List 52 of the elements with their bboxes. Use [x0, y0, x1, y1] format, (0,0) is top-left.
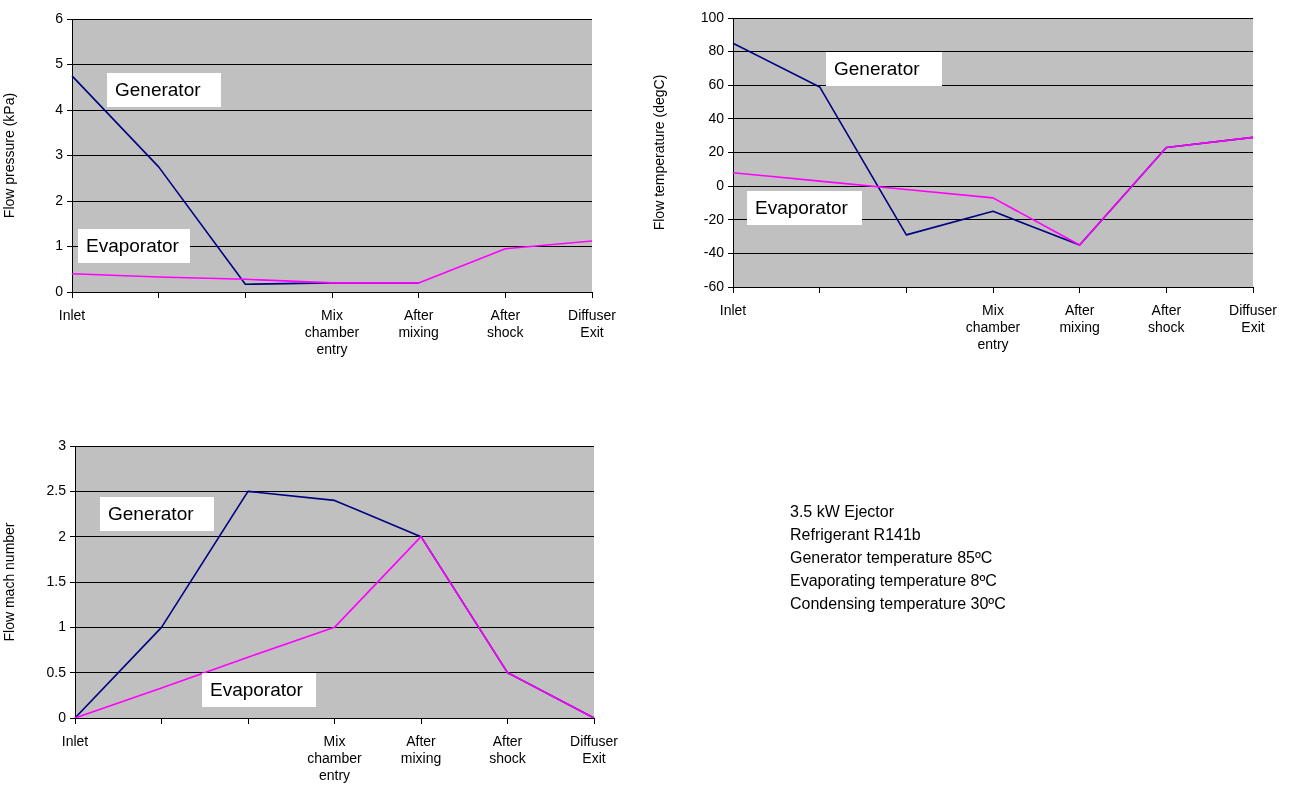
- y-tick-label: 2.5: [46, 482, 67, 499]
- x-tick-label: Inlet: [719, 302, 747, 319]
- y-axis-title: Flow mach number: [1, 522, 18, 642]
- y-tick-label: 3: [55, 146, 64, 163]
- x-tick-label: After shock: [1148, 302, 1186, 336]
- x-tick-label: Diffuser Exit: [1229, 302, 1278, 336]
- y-tick-label: 2: [55, 191, 64, 208]
- x-tick-label: Diffuser Exit: [568, 307, 617, 341]
- y-tick-label: 20: [708, 143, 725, 160]
- y-tick-label: 80: [708, 42, 725, 59]
- y-tick-label: 1: [58, 618, 67, 635]
- text: Evaporating temperature 8ºC: [790, 571, 998, 591]
- x-tick-label: Mix chamber entry: [965, 302, 1021, 352]
- y-axis-title: Flow temperature (degC): [651, 74, 668, 231]
- x-tick-label: After mixing: [1059, 302, 1100, 336]
- y-tick-label: 0: [58, 708, 67, 725]
- y-tick-label: 0.5: [46, 663, 67, 680]
- y-tick-label: 40: [708, 109, 725, 126]
- text: Condensing temperature 30ºC: [790, 594, 1006, 614]
- y-tick-label: 60: [708, 76, 725, 93]
- x-tick-label: Inlet: [58, 307, 86, 324]
- text: Refrigerant R141b: [790, 525, 922, 545]
- y-tick-label: 2: [58, 527, 67, 544]
- y-tick-label: 6: [55, 9, 64, 26]
- series-label: Generator: [107, 73, 221, 107]
- x-tick-label: Mix chamber entry: [307, 733, 363, 783]
- x-tick-label: Diffuser Exit: [570, 733, 619, 767]
- series-label: Evaporator: [747, 191, 862, 225]
- text: 3.5 kW Ejector: [790, 502, 896, 522]
- y-tick-label: 1: [55, 237, 64, 254]
- y-tick-label: 0: [716, 176, 725, 193]
- x-tick-label: After mixing: [398, 307, 439, 341]
- series-label: Generator: [100, 497, 214, 531]
- y-tick-label: -20: [703, 210, 725, 227]
- y-tick-label: 1.5: [46, 572, 67, 589]
- y-tick-label: 100: [700, 8, 725, 25]
- series-label: Generator: [826, 52, 942, 86]
- series-label: Evaporator: [78, 229, 190, 263]
- x-tick-label: After shock: [487, 307, 525, 341]
- x-tick-label: Mix chamber entry: [304, 307, 360, 357]
- y-axis-title: Flow pressure (kPa): [1, 92, 18, 219]
- y-tick-label: 5: [55, 55, 64, 72]
- y-tick-label: -60: [703, 277, 725, 294]
- y-tick-label: 0: [55, 282, 64, 299]
- x-tick-label: After shock: [489, 733, 527, 767]
- x-tick-label: Inlet: [61, 733, 89, 750]
- y-tick-label: -40: [703, 244, 725, 261]
- y-tick-label: 4: [55, 100, 64, 117]
- x-tick-label: After mixing: [400, 733, 442, 767]
- series-label: Evaporator: [202, 673, 316, 707]
- y-tick-label: 3: [58, 436, 67, 453]
- text: Generator temperature 85ºC: [790, 548, 994, 568]
